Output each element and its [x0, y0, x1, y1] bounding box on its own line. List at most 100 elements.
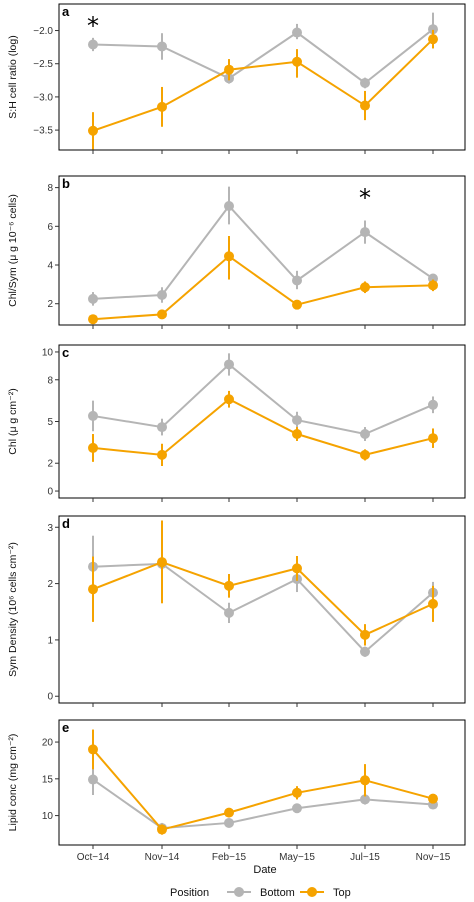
data-point: [292, 415, 302, 426]
series-bottom: [88, 186, 438, 306]
data-point: [360, 449, 370, 460]
data-point: [428, 433, 438, 444]
y-tick-label: 2: [47, 299, 53, 310]
series-line: [92, 28, 434, 85]
series-line: [92, 363, 434, 436]
data-point: [224, 580, 234, 591]
y-axis-label: Chl (μ g cm⁻²): [7, 388, 19, 454]
y-tick-label: 0: [47, 487, 53, 498]
y-tick-label: 15: [42, 774, 54, 785]
legend-entry-top: Top: [300, 887, 351, 899]
data-point: [360, 775, 370, 786]
legend-entry-bottom: Bottom: [227, 887, 295, 899]
series-top: [88, 729, 438, 835]
series-line: [92, 255, 434, 321]
data-point: [224, 64, 234, 75]
series-line: [92, 778, 434, 830]
series-top: [88, 235, 438, 325]
panel-frame: [58, 719, 466, 846]
y-tick-label: 0: [47, 692, 53, 703]
data-point: [224, 607, 234, 618]
data-point: [88, 774, 98, 785]
panel-b: b 2 4 6 8 Chl/Sym (μ g 10⁻⁶ cells) *: [7, 175, 466, 329]
panel-letter: a: [62, 4, 70, 19]
data-point: [224, 251, 234, 262]
data-point: [88, 39, 98, 50]
y-tick-label: 3: [47, 523, 53, 534]
y-tick-label: 5: [47, 417, 53, 428]
y-axis-label: Chl/Sym (μ g 10⁻⁶ cells): [7, 194, 19, 307]
x-tick-label: May−15: [279, 852, 315, 863]
data-point: [292, 787, 302, 798]
data-point: [88, 410, 98, 421]
data-point: [157, 449, 167, 460]
panel-letter: c: [62, 345, 69, 360]
data-point: [360, 227, 370, 238]
data-point: [428, 34, 438, 45]
data-point: [428, 280, 438, 291]
panel-frame: [58, 515, 466, 704]
y-tick-label: 2: [47, 459, 53, 470]
legend: Position Bottom Top: [170, 887, 351, 899]
data-point: [428, 598, 438, 609]
panel-frame: [58, 3, 466, 151]
x-tick-label: Feb−15: [212, 852, 247, 863]
data-point: [292, 429, 302, 440]
data-point: [157, 422, 167, 433]
y-tick-label: 8: [47, 375, 53, 386]
x-tick-label: Nov−15: [416, 852, 451, 863]
series-line: [92, 562, 434, 654]
significance-star: *: [87, 12, 99, 40]
y-tick-label: 10: [42, 347, 54, 358]
legend-label-bottom: Bottom: [260, 887, 295, 899]
y-tick-label: 2: [47, 579, 53, 590]
data-point: [157, 824, 167, 835]
y-tick-label: 8: [47, 183, 53, 194]
panel-e: e 10 15 20 Oct−14 Nov−14 Feb−15 May−15 Jul−15 Nov…: [7, 719, 466, 863]
data-point: [360, 646, 370, 657]
y-axis-label: Sym Density (10⁶ cells cm⁻²): [7, 542, 19, 677]
data-point: [360, 794, 370, 805]
data-point: [224, 394, 234, 405]
data-point: [88, 442, 98, 453]
data-point: [88, 314, 98, 325]
data-point: [360, 629, 370, 640]
series-line: [92, 748, 434, 831]
series-bottom: [88, 12, 438, 89]
legend-marker-top: [307, 887, 317, 897]
significance-star: *: [359, 184, 371, 212]
series-bottom: [88, 353, 438, 441]
y-tick-label: 10: [42, 811, 54, 822]
x-axis-title: Date: [253, 864, 276, 876]
data-point: [224, 817, 234, 828]
series-top: [88, 390, 438, 467]
y-tick-label: 6: [47, 222, 53, 233]
panels: a −2.0 −2.5 −3.0 −3.5 S:H cell ratio (log) * b 2…: [7, 3, 466, 863]
data-point: [292, 563, 302, 574]
data-point: [224, 200, 234, 211]
panel-letter: e: [62, 720, 69, 735]
data-point: [157, 309, 167, 320]
data-point: [292, 299, 302, 310]
legend-marker-bottom: [234, 887, 244, 897]
panel-frame: [58, 344, 466, 499]
data-point: [428, 399, 438, 410]
y-tick-label: 4: [47, 261, 53, 272]
data-point: [360, 77, 370, 88]
data-point: [224, 359, 234, 370]
panel-frame: [58, 175, 466, 326]
panel-c: c 0 2 5 8 10 Chl (μ g cm⁻²): [7, 344, 466, 502]
data-point: [292, 275, 302, 286]
legend-title: Position: [170, 887, 209, 899]
series-top: [88, 29, 438, 150]
data-point: [88, 125, 98, 136]
data-point: [157, 290, 167, 301]
y-tick-label: 1: [47, 635, 53, 646]
series-bottom: [88, 535, 438, 657]
series-line: [92, 398, 434, 456]
series-line: [92, 204, 434, 300]
y-tick-label: 20: [42, 738, 54, 749]
x-tick-label: Jul−15: [350, 852, 380, 863]
data-point: [157, 101, 167, 112]
